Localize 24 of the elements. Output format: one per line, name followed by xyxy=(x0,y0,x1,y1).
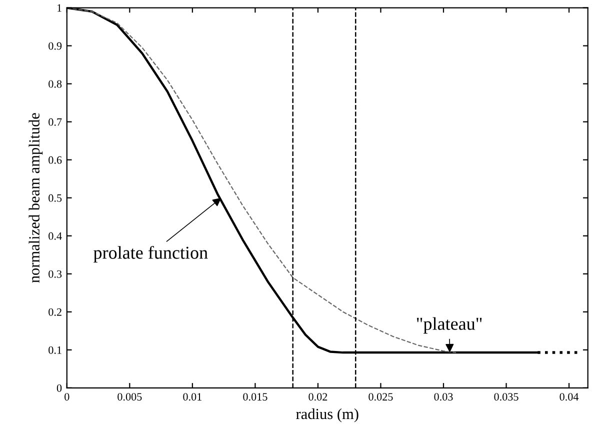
y-tick-label: 0 xyxy=(56,384,62,392)
y-tick-label: 1 xyxy=(57,4,62,12)
y-tick-label: 0.5 xyxy=(48,194,62,202)
y-tick-label: 0.7 xyxy=(48,118,62,126)
y-tick-label: 0.9 xyxy=(48,42,62,50)
x-tick-label: 0.04 xyxy=(560,393,579,401)
y-tick-label: 0.1 xyxy=(48,346,62,354)
y-tick-label: 0.6 xyxy=(48,156,62,164)
x-tick-label: 0.025 xyxy=(368,393,393,401)
x-tick-label: 0.015 xyxy=(243,393,268,401)
y-tick-label: 0.3 xyxy=(48,270,62,278)
x-tick-label: 0.035 xyxy=(494,393,518,401)
x-tick-label: 0.02 xyxy=(308,393,328,401)
y-axis-title: normalized beam amplitude xyxy=(28,113,43,283)
y-tick-label: 0.8 xyxy=(48,80,62,88)
y-tick-label: 0.4 xyxy=(48,232,62,240)
x-axis-title: radius (m) xyxy=(296,408,358,422)
x-tick-label: 0.01 xyxy=(183,393,202,401)
y-tick-label: 0.2 xyxy=(48,308,62,316)
x-tick-label: 0.03 xyxy=(434,393,453,401)
annotation: prolate function xyxy=(94,246,208,262)
x-tick-label: 0 xyxy=(64,393,70,401)
annotation: "plateau" xyxy=(416,317,482,334)
x-tick-label: 0.005 xyxy=(118,393,142,401)
